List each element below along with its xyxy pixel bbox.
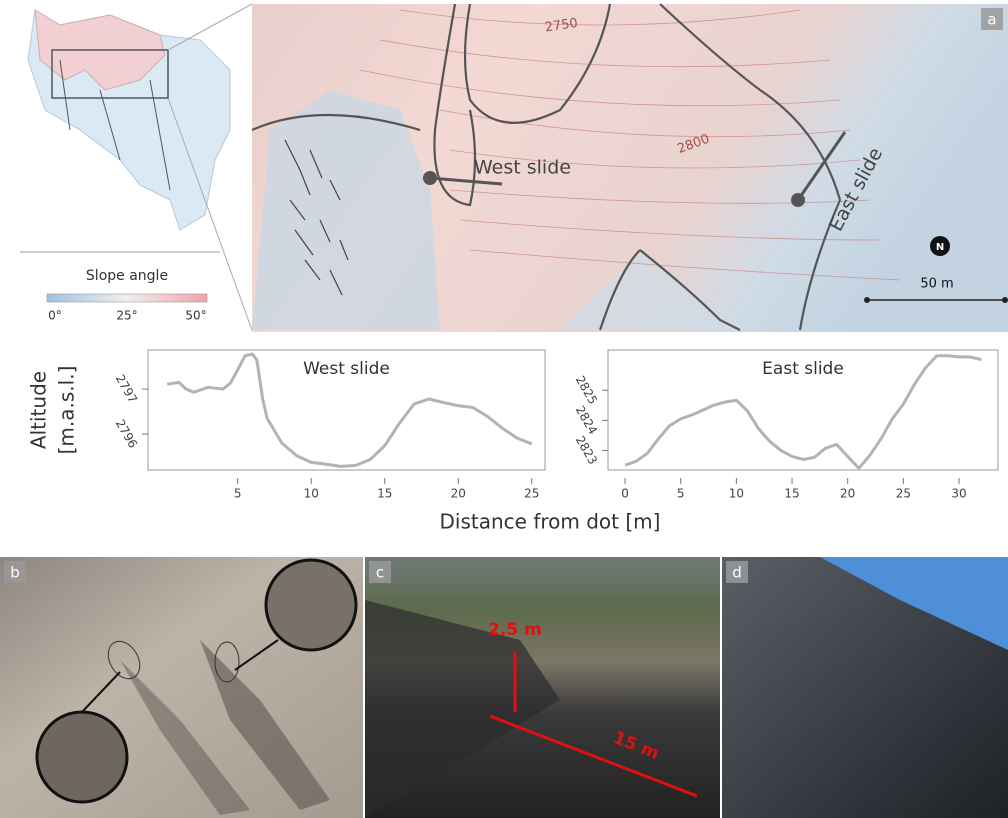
x-tick-label: 15 [784,487,799,501]
photo-b: b [0,557,363,818]
legend-tick: 25° [116,309,137,323]
chart-title: West slide [303,359,390,379]
plot-frame [147,349,546,471]
y-tick-label: 2796 [113,417,140,450]
chart-title: East slide [762,359,844,379]
y-axis-label: Altitude [27,371,51,449]
scale-label: 50 m [920,277,953,292]
colorbar [46,293,208,303]
x-tick-label: 10 [729,487,744,501]
x-tick-label: 15 [377,487,392,501]
legend-tick: 50° [185,309,206,323]
panel-label: c [376,564,384,582]
profile-line [166,352,533,468]
plot-frame [607,349,999,471]
x-axis-label: Distance from dot [m] [440,510,661,534]
x-tick-label: 0 [621,487,629,501]
map-label: West slide [474,157,571,179]
x-tick-label: 20 [840,487,855,501]
y-tick-label: 2797 [113,372,140,405]
y-tick-label: 2825 [573,373,600,406]
photo-annotation: 2.5 m [488,620,542,640]
contour-label: 2750 [544,16,579,35]
main-map: 2750 2800 West slide East slide N 50 m a [251,3,1008,332]
inset-map: Slope angle 0° 25° 50° [20,3,253,331]
x-tick-label: 30 [951,487,966,501]
x-tick-label: 20 [451,487,466,501]
legend-tick: 0° [48,309,62,323]
y-axis-label: [m.a.s.l.] [55,366,79,455]
photo-c: 2.5 m 15 m c [365,557,720,818]
photo-d: d [722,557,1008,818]
panel-label: a [987,11,996,29]
x-tick-label: 5 [234,487,242,501]
y-tick-label: 2823 [573,433,600,466]
panel-label: b [10,564,20,582]
x-tick-label: 25 [524,487,539,501]
profile-line [624,354,982,470]
x-tick-label: 10 [304,487,319,501]
north-arrow: N [936,242,944,253]
panel-label: d [732,564,742,582]
y-tick-label: 2824 [573,403,600,436]
x-tick-label: 5 [677,487,685,501]
legend-title: Slope angle [86,268,168,284]
x-tick-label: 25 [896,487,911,501]
